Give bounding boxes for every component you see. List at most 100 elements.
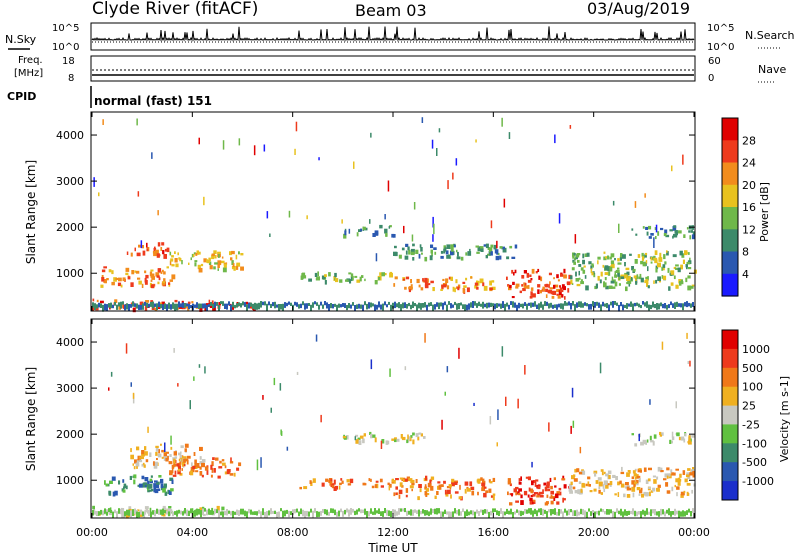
echo-cell bbox=[132, 301, 134, 307]
echo-cell bbox=[561, 478, 566, 481]
velocity-ylabel: Slant Range [km] bbox=[24, 367, 38, 471]
echo-cell bbox=[400, 434, 403, 439]
echo-cell bbox=[457, 286, 460, 291]
echo-cell bbox=[511, 493, 513, 497]
echo-cell bbox=[221, 256, 224, 259]
echo-cell bbox=[114, 299, 118, 303]
echo-cell bbox=[316, 276, 320, 281]
echo-cell bbox=[620, 302, 622, 307]
echo-cell bbox=[451, 478, 455, 483]
echo-cell bbox=[333, 479, 336, 485]
echo-cell bbox=[666, 304, 668, 310]
echo-cell bbox=[139, 459, 143, 463]
echo-cell bbox=[548, 289, 553, 294]
echo-cell bbox=[306, 510, 308, 517]
echo-cell bbox=[607, 255, 610, 260]
echo-cell bbox=[411, 488, 413, 492]
echo-cell bbox=[685, 264, 688, 268]
echo-cell bbox=[474, 301, 476, 306]
echo-cell bbox=[615, 269, 620, 273]
echo-cell bbox=[446, 489, 451, 495]
echo-cell bbox=[300, 303, 302, 309]
echo-cell bbox=[217, 268, 219, 271]
echo-cell bbox=[314, 508, 316, 513]
echo-cell bbox=[496, 240, 498, 249]
echo-cell bbox=[212, 306, 216, 310]
echo-cell bbox=[490, 510, 492, 516]
echo-cell bbox=[272, 510, 274, 514]
echo-cell bbox=[510, 508, 512, 515]
y-tick-label: 2000 bbox=[56, 428, 84, 441]
echo-cell bbox=[258, 302, 260, 310]
echo-cell bbox=[540, 290, 542, 294]
echo-cell bbox=[170, 435, 172, 445]
echo-cell bbox=[168, 282, 171, 285]
echo-cell bbox=[190, 470, 194, 476]
echo-cell bbox=[568, 274, 572, 280]
echo-cell bbox=[440, 288, 443, 291]
echo-cell bbox=[616, 508, 618, 513]
echo-cell bbox=[390, 304, 392, 312]
echo-cell bbox=[112, 511, 114, 519]
echo-cell bbox=[644, 253, 647, 258]
echo-cell bbox=[290, 302, 292, 306]
echo-cell bbox=[643, 467, 647, 472]
echo-cell bbox=[158, 449, 160, 454]
echo-cell bbox=[530, 508, 532, 515]
echo-cell bbox=[611, 263, 615, 269]
echo-cell bbox=[404, 286, 407, 290]
echo-cell bbox=[149, 452, 152, 457]
echo-cell bbox=[464, 304, 466, 311]
echo-cell bbox=[432, 509, 434, 514]
echo-cell bbox=[617, 481, 620, 486]
echo-cell bbox=[688, 508, 690, 513]
echo-cell bbox=[536, 510, 538, 517]
echo-cell bbox=[454, 287, 456, 293]
echo-cell bbox=[391, 233, 395, 238]
echo-cell bbox=[658, 511, 660, 517]
echo-cell bbox=[511, 269, 514, 274]
echo-cell bbox=[104, 480, 106, 485]
echo-cell bbox=[586, 303, 588, 307]
echo-cell bbox=[668, 286, 671, 291]
echo-cell bbox=[542, 304, 544, 310]
echo-cell bbox=[672, 303, 674, 308]
velocity-colorbar-label: Velocity [m s-1] bbox=[778, 376, 791, 462]
echo-cell bbox=[604, 265, 609, 271]
echo-cell bbox=[501, 346, 504, 357]
echo-cell bbox=[582, 269, 586, 274]
echo-cell bbox=[491, 286, 496, 290]
echo-cell bbox=[421, 252, 423, 255]
echo-cell bbox=[146, 242, 148, 248]
echo-cell bbox=[479, 278, 484, 284]
echo-cell bbox=[659, 431, 662, 435]
colorbar-swatch bbox=[722, 184, 738, 208]
echo-cell bbox=[648, 491, 651, 497]
echo-cell bbox=[675, 468, 679, 471]
echo-cell bbox=[141, 475, 145, 480]
echo-cell bbox=[666, 251, 669, 256]
echo-cell bbox=[143, 513, 146, 518]
echo-cell bbox=[488, 511, 490, 519]
echo-cell bbox=[166, 247, 170, 253]
echo-cell bbox=[592, 510, 594, 515]
echo-cell bbox=[593, 488, 597, 492]
echo-cell bbox=[675, 264, 679, 267]
echo-cell bbox=[374, 484, 378, 488]
echo-cell bbox=[226, 509, 228, 516]
echo-cell bbox=[684, 511, 686, 517]
echo-cell bbox=[620, 508, 622, 516]
echo-cell bbox=[405, 494, 408, 498]
echo-cell bbox=[424, 510, 426, 516]
power-x-ticks bbox=[91, 112, 695, 311]
echo-cell bbox=[358, 508, 360, 512]
echo-cell bbox=[682, 154, 684, 165]
echo-cell bbox=[609, 256, 612, 260]
echo-cell bbox=[161, 301, 165, 306]
echo-cell bbox=[135, 462, 140, 467]
echo-cell bbox=[143, 464, 146, 468]
echo-cell bbox=[174, 299, 178, 303]
echo-cell bbox=[634, 302, 636, 307]
echo-cell bbox=[178, 452, 182, 456]
